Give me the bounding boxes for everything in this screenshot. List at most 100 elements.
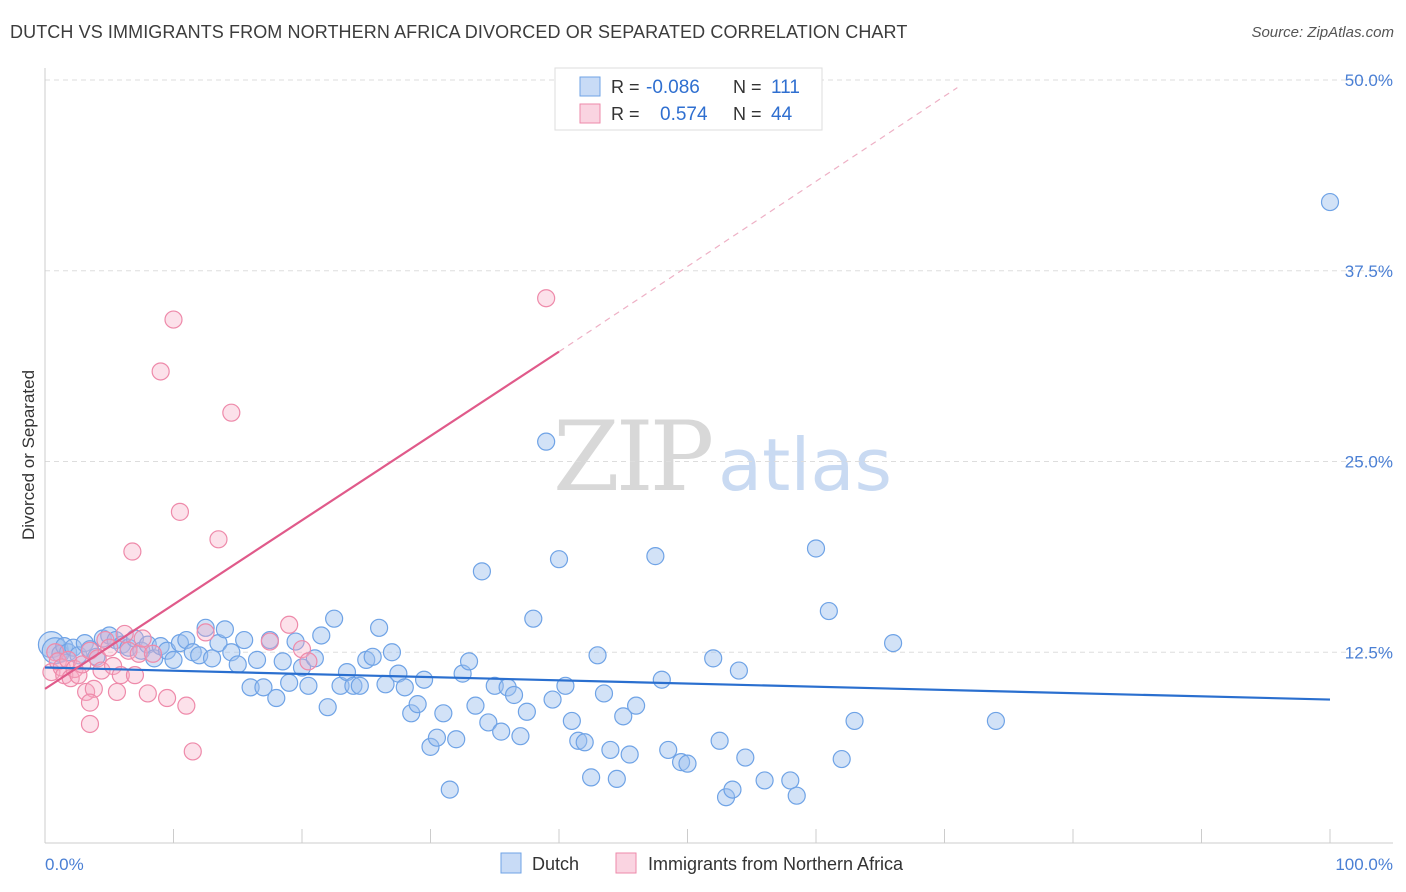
africa-point-42	[80, 693, 100, 712]
legend-dutch-swatch	[579, 76, 601, 97]
legend-dutch-n-value: 111	[771, 77, 800, 98]
series-legend: Dutch Immigrants from Northern Africa	[500, 852, 904, 874]
bottom-legend-dutch-label: Dutch	[532, 854, 579, 874]
dutch-point-78	[537, 432, 556, 451]
dutch-point-108	[819, 601, 838, 621]
dutch-point-88	[601, 740, 620, 760]
dutch-point-94	[652, 670, 671, 689]
africa-point-24	[129, 644, 148, 663]
dutch-point-83	[569, 731, 588, 750]
africa-point-37	[260, 632, 279, 651]
dutch-point-42	[299, 676, 318, 695]
dutch-point-72	[492, 722, 511, 741]
dutch-point-96	[671, 753, 691, 772]
dutch-point-85	[582, 768, 601, 787]
dutch-point-62	[427, 728, 447, 747]
africa-point-26	[138, 684, 157, 703]
legend-dutch-r-value: -0.086	[646, 77, 700, 98]
dutch-point-101	[723, 780, 742, 799]
dutch-point-44	[312, 626, 331, 645]
africa-point-19	[111, 666, 130, 685]
y-tick-label-3: 50.0%	[1345, 71, 1393, 90]
dutch-point-38	[273, 652, 292, 671]
dutch-point-82	[562, 711, 581, 731]
dutch-point-74	[504, 685, 524, 705]
dutch-point-46	[325, 609, 344, 628]
dutch-point-39	[280, 673, 299, 692]
dutch-point-65	[447, 730, 466, 749]
dutch-point-80	[549, 550, 569, 569]
chart-title: DUTCH VS IMMIGRANTS FROM NORTHERN AFRICA…	[10, 22, 908, 42]
y-tick-label-2: 37.5%	[1345, 262, 1393, 281]
y-tick-label-0: 12.5%	[1345, 643, 1393, 662]
y-axis-tick-labels: 12.5% 25.0% 37.5% 50.0%	[1345, 71, 1393, 662]
dutch-point-75	[511, 727, 530, 746]
africa-point-27	[143, 644, 163, 663]
dutch-point-49	[344, 676, 363, 695]
dutch-point-98	[704, 649, 723, 668]
legend-dutch-n-label: N =	[733, 77, 762, 97]
y-axis-label: Divorced or Separated	[19, 370, 38, 540]
dutch-point-111	[883, 633, 903, 653]
dutch-point-26	[196, 618, 215, 637]
dutch-point-35	[254, 678, 273, 697]
dutch-point-87	[594, 684, 614, 703]
dutch-point-103	[736, 748, 755, 767]
y-tick-label-1: 25.0%	[1345, 453, 1393, 472]
source-note: Source: ZipAtlas.com	[1251, 24, 1394, 41]
dutch-series	[37, 192, 1340, 807]
dutch-point-57	[395, 678, 414, 697]
dutch-point-55	[382, 643, 402, 662]
x-axis-ticks	[44, 829, 1331, 843]
legend-dutch-r-label: R =	[611, 77, 640, 97]
africa-trend-extension	[558, 87, 958, 353]
dutch-point-99	[710, 731, 729, 750]
watermark-atlas: atlas	[718, 423, 892, 507]
dutch-point-27	[202, 649, 222, 668]
africa-point-36	[222, 403, 241, 422]
dutch-point-68	[466, 696, 485, 715]
africa-point-25	[133, 629, 152, 648]
dutch-point-59	[408, 695, 427, 714]
dutch-point-60	[414, 670, 434, 689]
dutch-point-97	[678, 754, 697, 773]
africa-point-18	[107, 682, 127, 702]
dutch-point-102	[729, 661, 749, 680]
africa-point-31	[170, 502, 190, 521]
africa-point-14	[92, 661, 111, 680]
dutch-point-92	[626, 696, 646, 715]
dutch-point-110	[845, 711, 864, 731]
africa-point-43	[80, 714, 100, 734]
dutch-point-31	[228, 655, 247, 674]
dutch-point-113	[1320, 192, 1340, 212]
dutch-point-89	[607, 769, 626, 789]
dutch-point-29	[215, 620, 234, 639]
dutch-point-100	[716, 788, 736, 807]
africa-point-35	[209, 530, 228, 549]
dutch-point-67	[459, 652, 479, 671]
grid-lines	[45, 79, 1393, 653]
watermark-zip: ZIP	[553, 401, 712, 513]
dutch-point-109	[832, 749, 851, 769]
dutch-point-93	[646, 547, 665, 566]
legend-africa-r-label: R =	[611, 104, 640, 124]
dutch-point-104	[755, 771, 774, 790]
africa-trend-line	[44, 350, 560, 690]
africa-point-28	[151, 362, 170, 381]
x-tick-label-max: 100.0%	[1335, 855, 1393, 874]
legend-africa-swatch	[579, 103, 601, 124]
dutch-point-37	[267, 688, 286, 708]
africa-point-33	[183, 742, 202, 761]
dutch-point-70	[479, 713, 498, 732]
legend-africa-n-label: N =	[733, 104, 762, 124]
dutch-point-33	[241, 678, 260, 697]
dutch-point-106	[787, 786, 806, 805]
dutch-point-84	[575, 733, 594, 752]
dutch-point-32	[235, 630, 254, 650]
dutch-point-40	[286, 632, 305, 651]
dutch-trend-line	[44, 666, 1331, 701]
dutch-point-53	[370, 618, 389, 637]
dutch-point-64	[440, 780, 459, 799]
dutch-point-90	[614, 707, 633, 726]
